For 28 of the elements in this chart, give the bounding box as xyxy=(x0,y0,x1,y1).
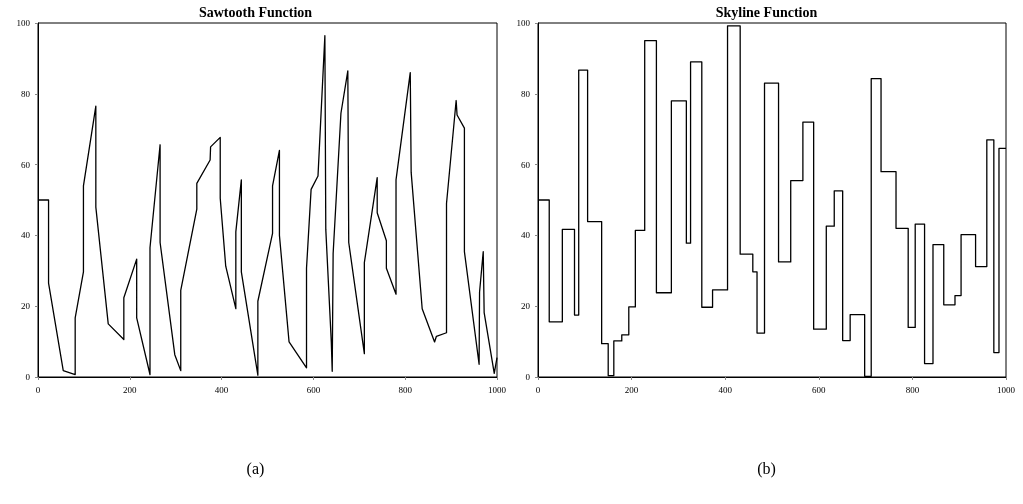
y-tick-label: 100 xyxy=(516,18,531,28)
y-tick-label: 60 xyxy=(21,159,31,170)
x-tick-label: 1000 xyxy=(997,384,1016,395)
x-tick-label: 800 xyxy=(398,384,413,395)
y-tick-label: 40 xyxy=(521,230,531,241)
x-tick-label: 600 xyxy=(812,384,827,395)
x-tick-label: 800 xyxy=(905,384,920,395)
x-tick-label: 1000 xyxy=(488,384,507,395)
x-tick-label: 0 xyxy=(535,384,541,395)
x-tick-label: 600 xyxy=(306,384,321,395)
chart-title: Sawtooth Function xyxy=(198,4,313,20)
x-tick-label: 200 xyxy=(624,384,639,395)
y-tick-label: 20 xyxy=(521,301,531,312)
x-tick-label: 400 xyxy=(718,384,733,395)
y-tick-label: 40 xyxy=(21,230,31,241)
y-tick-label: 80 xyxy=(521,88,531,99)
y-tick-label: 100 xyxy=(16,18,31,28)
y-tick-label: 60 xyxy=(521,159,531,170)
x-tick-label: 200 xyxy=(123,384,138,395)
x-tick-label: 400 xyxy=(214,384,229,395)
text: (a) xyxy=(246,459,265,478)
y-tick-label: 0 xyxy=(525,372,531,382)
y-tick-label: 80 xyxy=(21,88,31,99)
y-tick-label: 20 xyxy=(21,301,31,312)
chart-title: Skyline Function xyxy=(715,4,818,20)
y-tick-label: 0 xyxy=(25,372,31,382)
text: (b) xyxy=(757,459,776,478)
x-tick-label: 0 xyxy=(35,384,41,395)
